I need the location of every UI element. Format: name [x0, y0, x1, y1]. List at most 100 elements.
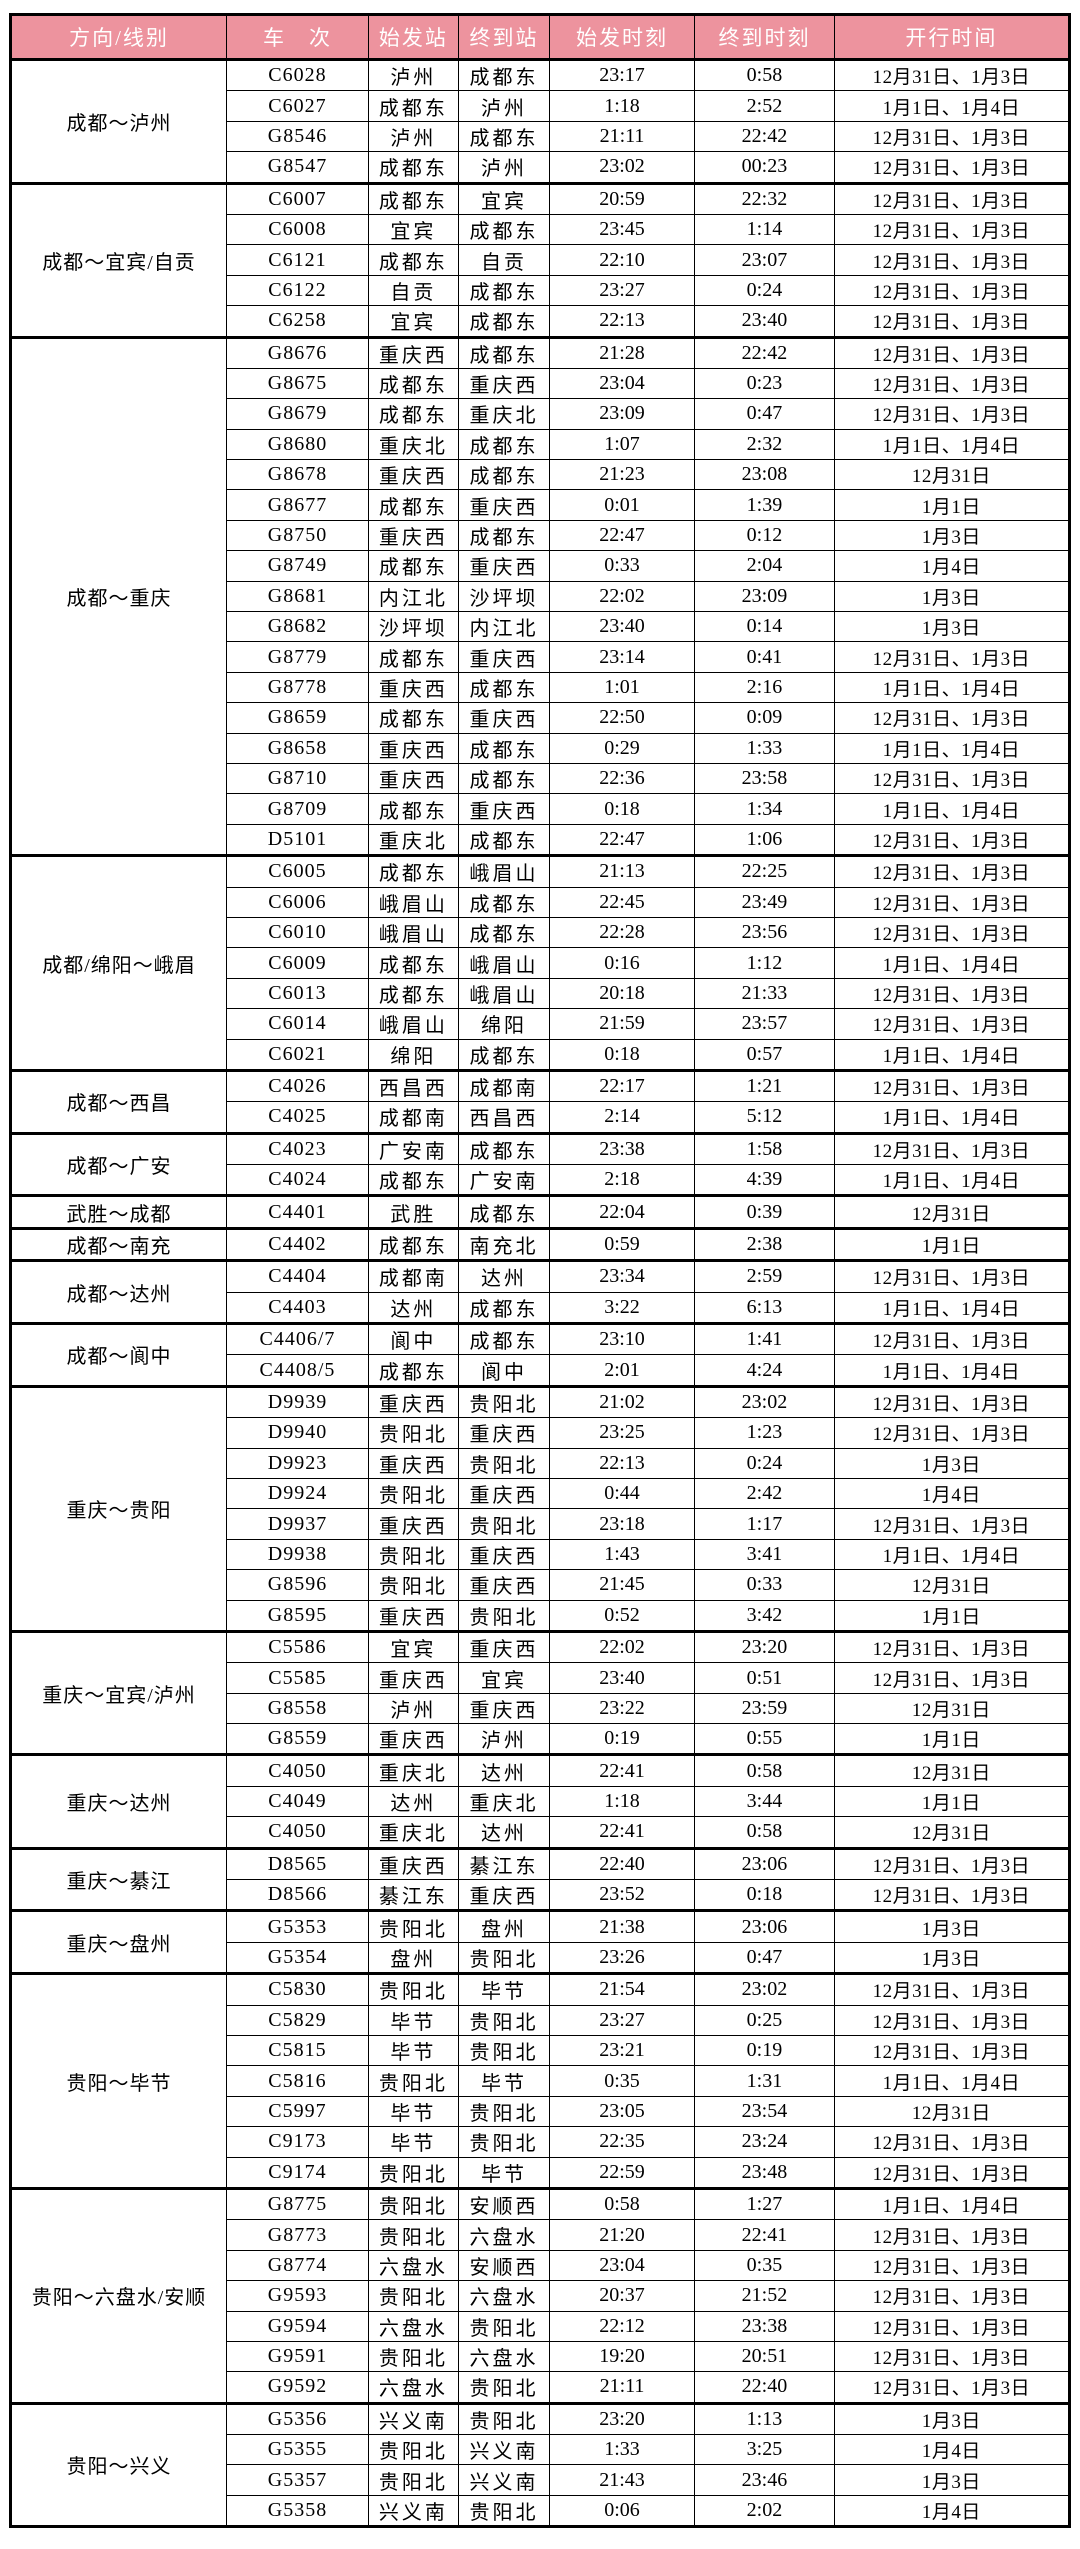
operating-dates-cell: 12月31日、1月3日: [833, 1259, 1071, 1293]
arrival-time-cell: 1:39: [694, 489, 835, 521]
arrival-time-cell: 0:58: [694, 57, 835, 92]
destination-station-cell: 成都东: [457, 519, 550, 552]
table-row: G8559 重庆西 泸州 0:19 0:55 1月1日: [11, 1723, 1071, 1756]
operating-dates-cell: 12月31日、1月3日: [833, 181, 1071, 215]
train-number-cell: G8676: [226, 335, 369, 369]
train-number-cell: C6008: [226, 213, 369, 246]
operating-dates-cell: 12月31日、1月3日: [833, 120, 1071, 153]
table-row: C4408/5 成都东 阆中 2:01 4:24 1月1日、1月4日: [11, 1354, 1071, 1387]
origin-station-cell: 贵阳北: [367, 2434, 459, 2466]
arrival-time-cell: 1:41: [694, 1321, 835, 1356]
table-row: C6006 峨眉山 成都东 22:45 23:49 12月31日、1月3日: [11, 886, 1071, 918]
departure-time-cell: 22:47: [548, 823, 696, 857]
train-number-cell: C6010: [226, 916, 369, 949]
origin-station-cell: 六盘水: [367, 2249, 459, 2282]
table-row: 武胜～成都 C4401 武胜 成都东 22:04 0:39 12月31日: [9, 1194, 1071, 1229]
table-row: G8595 重庆西 贵阳北 0:52 3:42 1月1日: [11, 1599, 1071, 1632]
origin-station-cell: 重庆西: [367, 519, 459, 552]
train-number-cell: C6028: [226, 57, 369, 92]
train-number-cell: C4404: [226, 1259, 369, 1293]
departure-time-cell: 0:18: [548, 793, 696, 825]
departure-time-cell: 21:02: [548, 1384, 696, 1419]
table-row: 重庆～达州 C4050 重庆北 达州 22:41 0:58 12月31日: [9, 1753, 1071, 1849]
train-number-cell: C4026: [226, 1068, 369, 1103]
arrival-time-cell: 0:25: [694, 2004, 835, 2037]
origin-station-cell: 贵阳北: [367, 2186, 459, 2221]
departure-time-cell: 23:09: [548, 398, 696, 430]
origin-station-cell: 成都东: [367, 641, 459, 673]
table-row: G8710 重庆西 成都东 22:36 23:58 12月31日、1月3日: [11, 762, 1071, 795]
schedule-body: 成都～泸州 C6028 泸州 成都东 23:17 0:58 12月31日、1月3日 C6027…: [9, 57, 1071, 2528]
destination-station-cell: 成都东: [457, 305, 550, 338]
train-number-cell: G8749: [226, 550, 369, 582]
departure-time-cell: 0:59: [548, 1226, 696, 1262]
destination-station-cell: 成都东: [457, 732, 550, 764]
operating-dates-cell: 12月31日、1月3日: [833, 2004, 1071, 2037]
train-number-cell: G8679: [226, 398, 369, 430]
table-row: G8681 内江北 沙坪坝 22:02 23:09 1月3日: [11, 580, 1071, 613]
operating-dates-cell: 1月1日: [833, 1785, 1071, 1818]
table-row: 重庆～宜宾/泸州 C5586 宜宾 重庆西 22:02 23:20 12月31日、1月3日: [9, 1629, 1071, 1756]
departure-time-cell: 23:26: [548, 1941, 696, 1975]
table-row: G5355 贵阳北 兴义南 1:33 3:25 1月4日: [11, 2434, 1071, 2466]
train-number-cell: D9937: [226, 1508, 369, 1540]
origin-station-cell: 成都东: [367, 1164, 459, 1197]
origin-station-cell: 綦江东: [367, 1879, 459, 1912]
direction-cell: 贵阳～六盘水/安顺: [9, 2186, 228, 2404]
destination-station-cell: 绵阳: [457, 1008, 550, 1040]
table-row: C6122 自贡 成都东 23:27 0:24 12月31日、1月3日: [11, 274, 1071, 307]
train-number-cell: G8675: [226, 367, 369, 400]
destination-station-cell: 六盘水: [457, 2340, 550, 2373]
arrival-time-cell: 1:21: [694, 1068, 835, 1103]
arrival-time-cell: 22:32: [694, 181, 835, 215]
operating-dates-cell: 12月31日、1月3日: [833, 2310, 1071, 2342]
table-row: G8658 重庆西 成都东 0:29 1:33 1月1日、1月4日: [11, 732, 1071, 764]
origin-station-cell: 成都东: [367, 977, 459, 1010]
departure-time-cell: 1:33: [548, 2434, 696, 2466]
destination-station-cell: 成都南: [457, 1068, 550, 1103]
destination-station-cell: 毕节: [457, 1972, 550, 2006]
train-number-cell: C4408/5: [226, 1354, 369, 1387]
operating-dates-cell: 1月3日: [833, 1909, 1071, 1943]
direction-cell: 成都/绵阳～峨眉: [9, 854, 228, 1071]
table-row: G8682 沙坪坝 内江北 23:40 0:14 1月3日: [11, 611, 1071, 643]
operating-dates-cell: 12月31日、1月3日: [833, 1972, 1071, 2006]
origin-station-cell: 峨眉山: [367, 1008, 459, 1040]
departure-time-cell: 2:18: [548, 1164, 696, 1197]
train-number-cell: C4402: [226, 1226, 369, 1262]
train-number-cell: G8778: [226, 671, 369, 704]
operating-dates-cell: 12月31日、1月3日: [833, 305, 1071, 338]
operating-dates-cell: 12月31日、1月3日: [833, 151, 1071, 184]
departure-time-cell: 23:27: [548, 2004, 696, 2037]
train-number-cell: C5830: [226, 1972, 369, 2006]
arrival-time-cell: 1:13: [694, 2401, 835, 2436]
destination-station-cell: 宜宾: [457, 1662, 550, 1694]
table-row: G8779 成都东 重庆西 23:14 0:41 12月31日、1月3日: [11, 641, 1071, 673]
departure-time-cell: 0:16: [548, 947, 696, 979]
origin-station-cell: 宜宾: [367, 305, 459, 338]
destination-station-cell: 盘州: [457, 1909, 550, 1943]
operating-dates-cell: 12月31日、1月3日: [833, 274, 1071, 307]
operating-dates-cell: 1月3日: [833, 611, 1071, 643]
origin-station-cell: 重庆西: [367, 1599, 459, 1632]
train-number-cell: G8658: [226, 732, 369, 764]
origin-station-cell: 贵阳北: [367, 2280, 459, 2312]
train-schedule-table: 方向/线别 车 次 始发站 终到站 始发时刻 终到时刻 开行时间 成都～泸州 C6…: [9, 13, 1071, 2529]
arrival-time-cell: 23:07: [694, 244, 835, 276]
destination-station-cell: 宜宾: [457, 181, 550, 215]
destination-station-cell: 綦江东: [457, 1846, 550, 1881]
table-row: G8546 泸州 成都东 21:11 22:42 12月31日、1月3日: [11, 120, 1071, 153]
destination-station-cell: 兴义南: [457, 2464, 550, 2496]
operating-dates-cell: 12月31日、1月3日: [833, 2219, 1071, 2251]
table-row: G5358 兴义南 贵阳北 0:06 2:02 1月4日: [11, 2494, 1071, 2528]
table-row: 贵阳～兴义 G5356 兴义南 贵阳北 23:20 1:13 1月3日: [9, 2401, 1071, 2528]
operating-dates-cell: 1月1日、1月4日: [833, 2186, 1071, 2221]
train-number-cell: C6027: [226, 90, 369, 122]
arrival-time-cell: 2:38: [694, 1226, 835, 1262]
departure-time-cell: 22:36: [548, 762, 696, 795]
origin-station-cell: 峨眉山: [367, 886, 459, 918]
departure-time-cell: 22:41: [548, 1816, 696, 1849]
origin-station-cell: 武胜: [367, 1194, 459, 1229]
operating-dates-cell: 1月1日: [833, 1723, 1071, 1756]
train-number-cell: G5354: [226, 1941, 369, 1975]
